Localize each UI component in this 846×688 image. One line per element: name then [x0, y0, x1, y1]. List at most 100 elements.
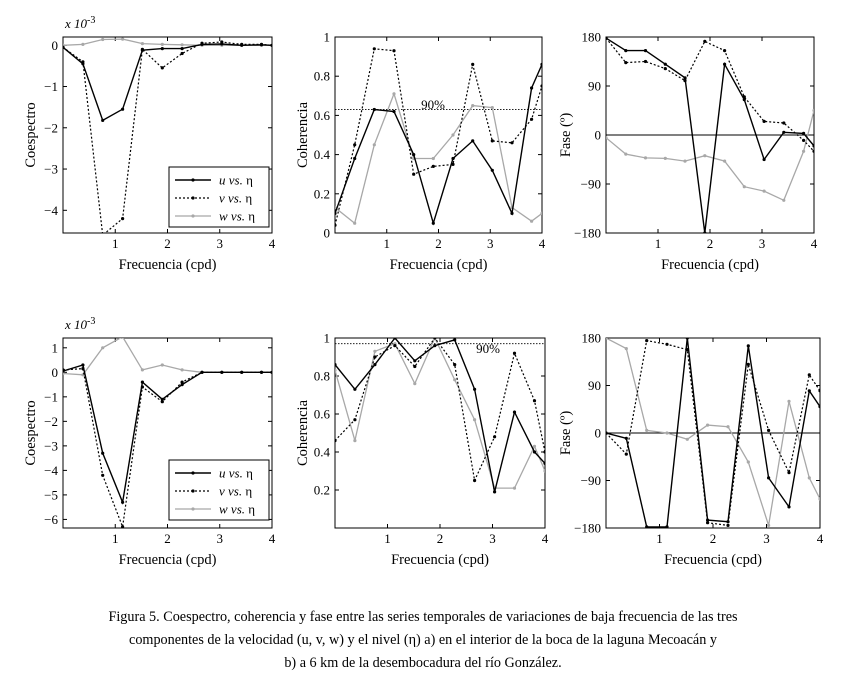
series-w-point: [802, 149, 806, 153]
y-tick-label: −2: [44, 120, 58, 135]
series-u-point: [270, 43, 272, 47]
x-axis-label: Frecuencia (cpd): [119, 552, 217, 568]
y-tick-label: 180: [582, 30, 602, 45]
panel-b-fase: 1 2 3 4 180 90 0 −90 −180 Frecuencia (cpd) Fase (º…: [558, 331, 824, 569]
legend-box: [168, 459, 270, 521]
series-v-point: [532, 399, 537, 403]
series-u-point: [270, 370, 272, 374]
y-tick-label: 0.2: [314, 186, 330, 201]
series-u-point: [746, 344, 750, 348]
x-axis-label: Frecuencia (cpd): [664, 552, 762, 568]
y-axis-label: Coherencia: [295, 399, 311, 466]
x-axis-label: Frecuencia (cpd): [119, 257, 217, 273]
series-v-point: [665, 342, 669, 346]
series-w-line: [606, 110, 814, 202]
plot-area: [63, 37, 272, 233]
x-tick-label: 3: [489, 531, 496, 546]
series-u-point: [412, 153, 416, 157]
series-w-point: [353, 439, 357, 443]
series-u-point: [510, 211, 514, 215]
series-v-point: [762, 119, 766, 123]
series-w-point: [451, 133, 455, 137]
series-w-point: [160, 363, 164, 367]
series-v-point: [160, 66, 164, 70]
series-u-point: [121, 500, 125, 504]
series-u-point: [373, 363, 377, 367]
series-v-point: [373, 355, 377, 359]
series-w-point: [767, 523, 771, 528]
plot-area: [606, 338, 820, 528]
y-tick-label: 0.8: [314, 69, 330, 84]
x-tick-label: 2: [710, 531, 717, 546]
y-tick-label: 0: [52, 38, 59, 53]
series-v-point: [624, 61, 628, 65]
series-u-point: [335, 363, 337, 367]
y-tick-label: 0.4: [314, 445, 331, 460]
series-w-point: [746, 460, 750, 464]
legend-marker-w: [191, 507, 195, 511]
y-tick-label: −2: [44, 414, 58, 429]
y-tick-label: −90: [581, 177, 601, 192]
series-u-point: [663, 62, 667, 66]
y-tick-label: 1: [52, 340, 59, 355]
panel-a-fase: 1 2 3 4 180 90 0 −90 −180 Frecuencia (cpd) Fase (º…: [558, 30, 818, 274]
y-tick-label: 0.6: [314, 407, 331, 422]
series-u-line: [335, 338, 545, 493]
series-v-point: [453, 363, 457, 367]
x-tick-label: 2: [435, 236, 442, 251]
series-v-point: [703, 39, 707, 44]
series-u-point: [606, 37, 608, 40]
y-tick-label: −90: [581, 473, 601, 488]
series-u-point: [802, 131, 806, 135]
y-tick-label: −3: [44, 438, 58, 453]
series-v-line: [606, 339, 820, 527]
x-tick-label: 4: [542, 531, 549, 546]
y-tick-label: −180: [574, 521, 601, 536]
significance-label: 90%: [476, 341, 500, 356]
series-u-point: [259, 43, 264, 47]
series-u-point: [540, 62, 542, 66]
series-w-point: [606, 338, 608, 340]
series-w-point: [742, 185, 746, 189]
series-w-point: [543, 469, 545, 473]
series-v-point: [101, 473, 105, 477]
series-w-point: [160, 42, 164, 47]
legend-label-v: v vs. η: [219, 484, 252, 499]
series-u-point: [431, 221, 435, 225]
series-v-point: [413, 364, 417, 369]
series-u-line: [335, 64, 542, 226]
series-u-point: [723, 62, 727, 66]
series-v-point: [767, 428, 771, 432]
series-w-line: [63, 338, 272, 376]
series-v-point: [818, 389, 820, 393]
series-w-point: [431, 156, 435, 161]
panel-a-coherencia: 1 2 3 4 0 0.2 0.4 0.6 0.8 1 Frecuencia (cpd) Cohere…: [295, 30, 546, 274]
series-u-point: [200, 370, 204, 374]
y-tick-label: 0: [595, 426, 602, 441]
x-tick-label: 3: [759, 236, 766, 251]
plot-area: [335, 338, 545, 494]
series-w-point: [101, 346, 105, 350]
x-tick-label: 1: [112, 531, 119, 546]
series-u-point: [220, 42, 224, 46]
series-w-point: [807, 476, 811, 480]
series-v-point: [473, 478, 477, 483]
series-w-point: [532, 444, 537, 448]
series-v-point: [643, 59, 648, 64]
series-u-point: [140, 380, 144, 384]
series-u-point: [180, 47, 184, 51]
y-tick-label: 90: [588, 79, 601, 94]
x-tick-label: 4: [269, 236, 276, 251]
y-tick-label: −4: [44, 463, 58, 478]
series-u-point: [180, 383, 184, 387]
series-u-point: [433, 344, 437, 348]
series-w-point: [787, 399, 791, 403]
series-u-point: [703, 231, 707, 233]
series-u-point: [392, 109, 396, 114]
series-v-point: [180, 51, 184, 56]
series-u-point: [493, 490, 497, 494]
series-u-point: [63, 369, 65, 373]
y-tick-label: 0: [595, 128, 602, 143]
series-w-point: [372, 143, 376, 147]
series-w-point: [685, 437, 689, 441]
